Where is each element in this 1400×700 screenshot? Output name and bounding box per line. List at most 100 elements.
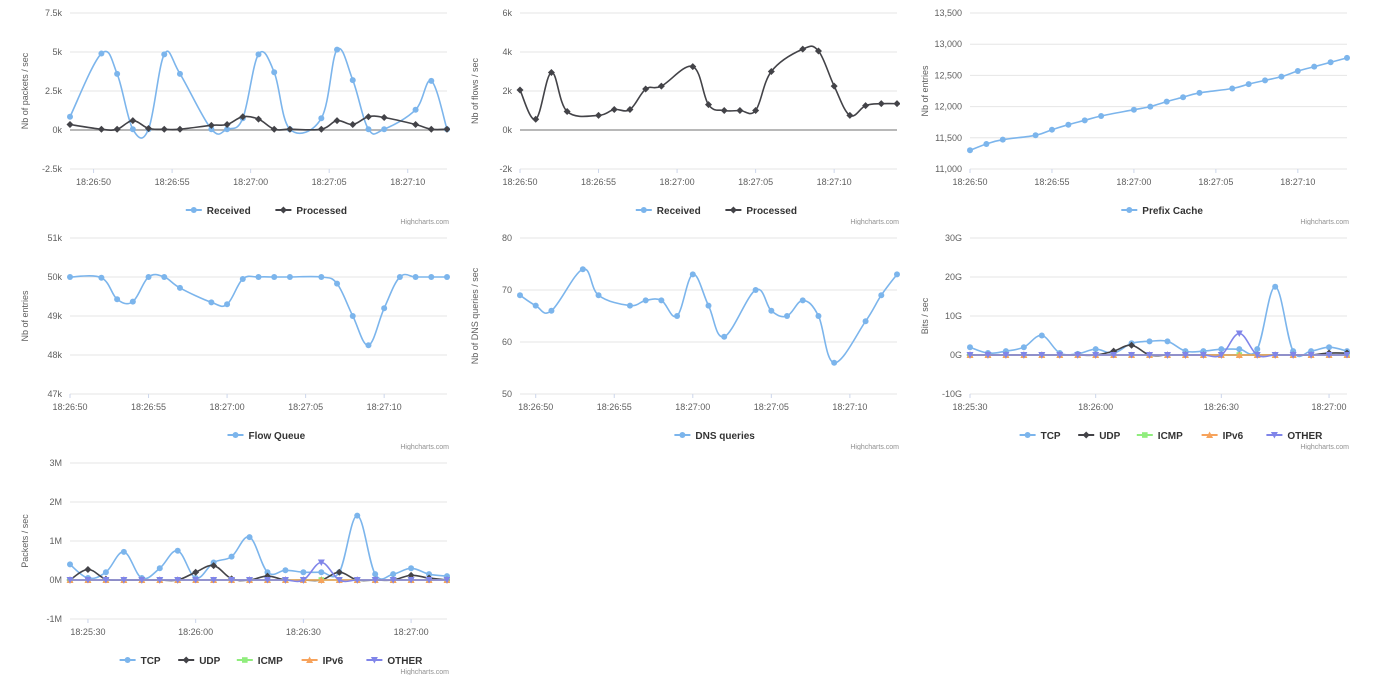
data-point: [595, 111, 603, 119]
legend-item[interactable]: IPv6: [301, 656, 344, 667]
data-point: [228, 577, 236, 584]
legend-symbol: [679, 432, 686, 438]
chart-flowqueue: 47k 48k 49k 50k 51k 18:26:50 18:26:55 18:27:00 1…: [0, 225, 450, 450]
data-point: [255, 115, 262, 123]
x-tick-label: 18:26:50: [502, 177, 537, 187]
y-tick-label: 60: [502, 337, 512, 347]
data-point: [145, 124, 153, 132]
y-tick-label: 5k: [52, 47, 62, 57]
y-tick-label: 80: [502, 233, 512, 243]
chart-packets_proto: -1M 0M 1M 2M 3M 18:25:30 18:26:00 18:26:30 18:27…: [0, 450, 450, 675]
legend-item[interactable]: DNS queries: [674, 431, 755, 442]
data-point: [1235, 330, 1243, 338]
legend-item[interactable]: Processed: [275, 206, 347, 217]
data-point: [1163, 352, 1171, 359]
data-point: [239, 275, 246, 282]
legend-label: ICMP: [1158, 431, 1183, 442]
y-tick-label: 0k: [502, 125, 512, 135]
data-point: [174, 547, 181, 554]
legend-item[interactable]: TCP: [1019, 431, 1061, 442]
legend-item[interactable]: UDP: [1078, 431, 1121, 442]
x-tick-label: 18:27:05: [754, 402, 789, 412]
data-point: [1038, 352, 1046, 359]
legend-label: UDP: [199, 656, 220, 667]
legend-item[interactable]: Received: [635, 206, 701, 217]
data-point: [129, 126, 136, 133]
legend-symbol: [232, 432, 239, 438]
data-point: [579, 266, 586, 273]
data-point: [1146, 338, 1153, 345]
data-point: [317, 125, 325, 133]
y-tick-label: -1M: [47, 614, 63, 624]
x-tick-label: 18:26:30: [286, 627, 321, 637]
data-point: [207, 121, 215, 129]
data-point: [353, 577, 361, 584]
legend-label: OTHER: [1287, 431, 1323, 442]
data-point: [156, 577, 164, 584]
data-point: [1110, 352, 1118, 359]
legend-item[interactable]: TCP: [119, 656, 161, 667]
legend-item[interactable]: OTHER: [366, 656, 423, 667]
legend-item[interactable]: Prefix Cache: [1121, 206, 1203, 217]
data-point: [893, 100, 900, 108]
data-point: [1065, 121, 1072, 128]
data-point: [192, 577, 200, 584]
data-point: [752, 287, 759, 293]
data-point: [129, 298, 136, 305]
legend-item[interactable]: ICMP: [236, 656, 283, 667]
credits-link[interactable]: Highcharts.com: [850, 444, 899, 450]
data-point: [1254, 346, 1261, 353]
data-point: [814, 47, 822, 55]
y-tick-label: -10G: [942, 389, 962, 399]
data-point: [120, 548, 127, 555]
legend-item[interactable]: ICMP: [1136, 431, 1183, 442]
x-tick-label: 18:26:55: [581, 177, 616, 187]
data-point: [318, 274, 325, 280]
legend-item[interactable]: OTHER: [1266, 431, 1323, 442]
data-point: [830, 82, 838, 90]
data-point: [1262, 77, 1269, 84]
y-tick-label: 0k: [52, 125, 62, 135]
legend-label: Received: [207, 206, 251, 217]
chart-packets: -2.5k 0k 2.5k 5k 7.5k 18:26:50 18:26:55 18:27:0…: [0, 0, 450, 225]
data-point: [689, 271, 696, 278]
series-received: [67, 46, 450, 139]
data-point: [1327, 59, 1334, 66]
data-point: [389, 577, 397, 584]
credits-link[interactable]: Highcharts.com: [1300, 444, 1349, 450]
data-point: [595, 292, 602, 299]
y-tick-label: 1M: [49, 536, 62, 546]
chart-svg-flows: -2k 0k 2k 4k 6k 18:26:50 18:26:55 18:27:00 18:27…: [470, 8, 900, 225]
credits-link[interactable]: Highcharts.com: [1300, 219, 1349, 225]
x-tick-label: 18:27:10: [832, 402, 867, 412]
data-point: [674, 313, 681, 319]
data-point: [752, 107, 760, 114]
credits-link[interactable]: Highcharts.com: [400, 444, 449, 450]
legend-item[interactable]: IPv6: [1201, 431, 1244, 442]
data-point: [428, 274, 435, 280]
x-tick-label: 18:27:05: [738, 177, 773, 187]
credits-link[interactable]: Highcharts.com: [850, 219, 899, 225]
data-point: [1217, 352, 1225, 359]
legend-item[interactable]: Received: [185, 206, 251, 217]
y-tick-label: 12,000: [934, 102, 962, 112]
x-tick-label: 18:27:10: [367, 402, 402, 412]
data-point: [425, 577, 433, 584]
y-tick-label: 13,000: [934, 39, 962, 49]
data-point: [967, 344, 973, 351]
legend-item[interactable]: Flow Queue: [227, 431, 306, 442]
credits-link[interactable]: Highcharts.com: [400, 219, 449, 225]
legend-item[interactable]: Processed: [725, 206, 797, 217]
credits-link[interactable]: Highcharts.com: [400, 669, 449, 675]
data-point: [563, 107, 571, 115]
x-tick-label: 18:26:55: [597, 402, 632, 412]
data-point: [335, 577, 343, 584]
series-line: [69, 47, 448, 139]
legend-item[interactable]: UDP: [178, 656, 221, 667]
y-tick-label: 11,000: [935, 164, 962, 174]
legend-symbol: [190, 207, 197, 213]
x-tick-label: 18:27:10: [1280, 177, 1315, 187]
data-point: [161, 274, 168, 280]
y-tick-label: 7.5k: [45, 8, 63, 18]
data-point: [1163, 98, 1170, 105]
